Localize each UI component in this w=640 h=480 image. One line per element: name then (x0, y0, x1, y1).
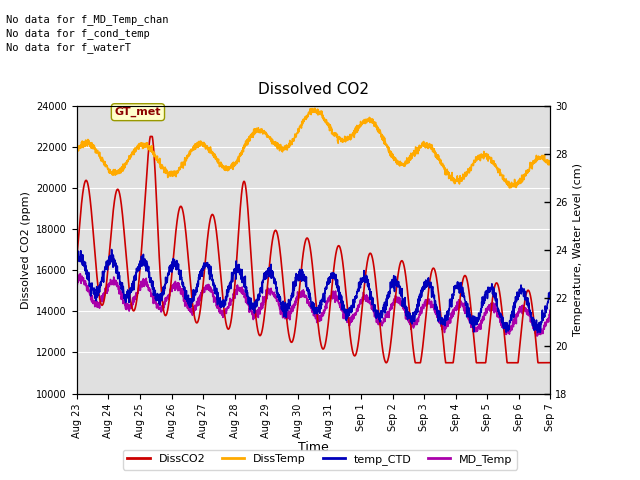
X-axis label: Time: Time (298, 441, 329, 454)
Text: GT_met: GT_met (115, 107, 161, 117)
Legend: DissCO2, DissTemp, temp_CTD, MD_Temp: DissCO2, DissTemp, temp_CTD, MD_Temp (123, 450, 517, 469)
Y-axis label: Dissolved CO2 (ppm): Dissolved CO2 (ppm) (20, 191, 31, 309)
Text: No data for f_waterT: No data for f_waterT (6, 42, 131, 53)
Text: No data for f_cond_temp: No data for f_cond_temp (6, 28, 150, 39)
Text: No data for f_MD_Temp_chan: No data for f_MD_Temp_chan (6, 13, 169, 24)
Y-axis label: Temperature, Water Level (cm): Temperature, Water Level (cm) (573, 163, 583, 336)
Title: Dissolved CO2: Dissolved CO2 (258, 83, 369, 97)
